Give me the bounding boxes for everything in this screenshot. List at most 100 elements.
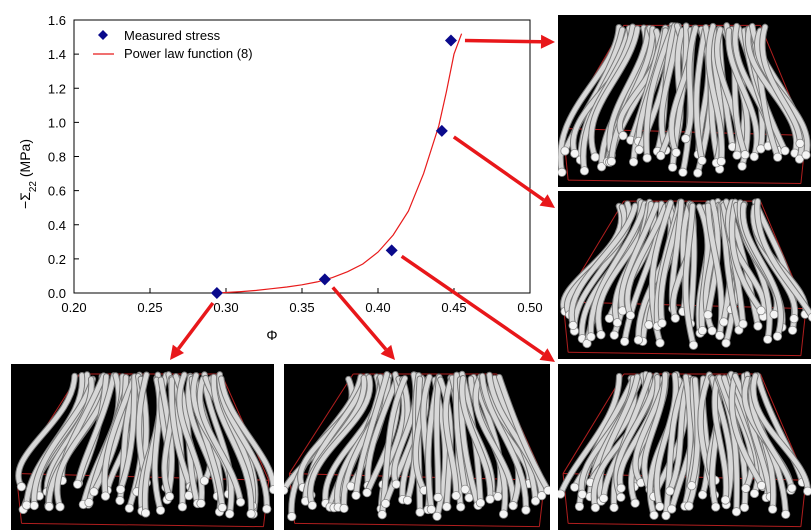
fiber (725, 199, 767, 319)
fiber-end (655, 501, 665, 512)
fiber-end (586, 332, 596, 342)
fiber-end (442, 502, 452, 512)
bounding-box-edge (568, 522, 801, 528)
fiber (219, 376, 274, 492)
fiber (211, 374, 254, 517)
fiber-end (616, 483, 626, 493)
fiber-end (415, 507, 425, 517)
y-tick-label: 1.0 (48, 115, 66, 130)
data-point (318, 273, 331, 286)
fiber-end (688, 340, 699, 350)
fiber (751, 373, 810, 494)
y-tick-label: 1.6 (48, 13, 66, 28)
fiber (169, 377, 193, 489)
fiber-end (769, 309, 779, 320)
fiber-end (609, 502, 619, 513)
fiber-end (155, 505, 166, 515)
fiber-end (781, 509, 791, 519)
fiber-end (633, 335, 643, 345)
series-line-group (218, 33, 463, 294)
fiber-end (667, 162, 678, 172)
bounding-box-edge (562, 373, 625, 474)
fiber (697, 204, 710, 333)
x-tick-label: 0.25 (137, 300, 162, 315)
legend-label-power-law: Power law function (8) (124, 46, 253, 61)
fiber-end (634, 145, 644, 155)
legend: Measured stress Power law function (8) (93, 28, 253, 61)
x-tick-label: 0.35 (289, 300, 314, 315)
fiber-end (184, 490, 194, 501)
fiber (443, 376, 459, 498)
fiber (644, 25, 675, 161)
fiber (706, 23, 725, 164)
fiber-end (693, 168, 703, 178)
fiber-end (628, 157, 639, 167)
fiber-end (716, 156, 726, 166)
y-tick-label: 1.2 (48, 81, 66, 96)
fiber-end (720, 495, 731, 505)
data-point (444, 34, 457, 47)
fiber-end (807, 312, 811, 322)
callout-arrow-head (540, 34, 555, 49)
fiber (745, 26, 799, 156)
x-tick-label: 0.20 (61, 300, 86, 315)
fiber (572, 204, 627, 334)
fiber (459, 376, 493, 502)
fiber-end (84, 498, 94, 508)
fiber-end (721, 338, 731, 348)
fiber (365, 377, 399, 488)
fiber-end (667, 504, 677, 514)
y-tick-label: 0.0 (48, 286, 66, 301)
fiber (689, 377, 700, 488)
y-tick-label: 0.8 (48, 150, 66, 165)
render-panel-top-right (558, 15, 811, 187)
x-tick-label: 0.30 (213, 300, 238, 315)
fiber-end (801, 150, 811, 160)
fiber-end (530, 496, 541, 506)
fiber-end (606, 156, 617, 166)
bounding-box-edge (21, 522, 264, 528)
fiber-end (719, 317, 729, 327)
fiber-end (351, 490, 361, 501)
bounding-box-edge (294, 522, 540, 528)
fiber-end (789, 314, 799, 324)
data-point (385, 244, 398, 257)
fiber-end (432, 511, 442, 521)
fiber-end (787, 325, 798, 335)
fiber-end (21, 500, 32, 510)
fiber-end (794, 154, 805, 164)
fiber (712, 375, 729, 503)
callout-arrow-head (539, 348, 555, 362)
fiber-end (269, 484, 274, 495)
fiber (642, 372, 668, 492)
fiber-end (773, 152, 783, 162)
fiber-end (670, 313, 680, 323)
fiber (202, 372, 234, 517)
fiber-end (475, 498, 486, 508)
fiber-end (787, 483, 797, 493)
fiber (755, 198, 811, 319)
fiber (694, 27, 708, 163)
fiber-end (678, 167, 688, 177)
fiber-end (196, 498, 206, 508)
callout-arrow-shaft (331, 286, 388, 351)
fiber-end (44, 501, 54, 512)
fiber-end (543, 485, 550, 496)
fiber-end (199, 476, 210, 486)
fiber-end (703, 310, 713, 320)
fiber-end (402, 495, 413, 505)
fiber-end (577, 489, 587, 499)
fiber-end (426, 504, 436, 514)
fiber-end (380, 498, 391, 509)
callout-arrow-shaft (177, 301, 215, 350)
fiber-end (612, 318, 622, 328)
fiber-end (141, 508, 151, 518)
fiber (558, 373, 622, 497)
fiber (726, 28, 759, 159)
bounding-box-edge (568, 179, 801, 185)
fiber (473, 375, 516, 508)
fiber-end (55, 502, 65, 512)
series-marker-group (210, 34, 457, 299)
fiber-end (687, 481, 697, 491)
fiber-end (16, 482, 27, 492)
